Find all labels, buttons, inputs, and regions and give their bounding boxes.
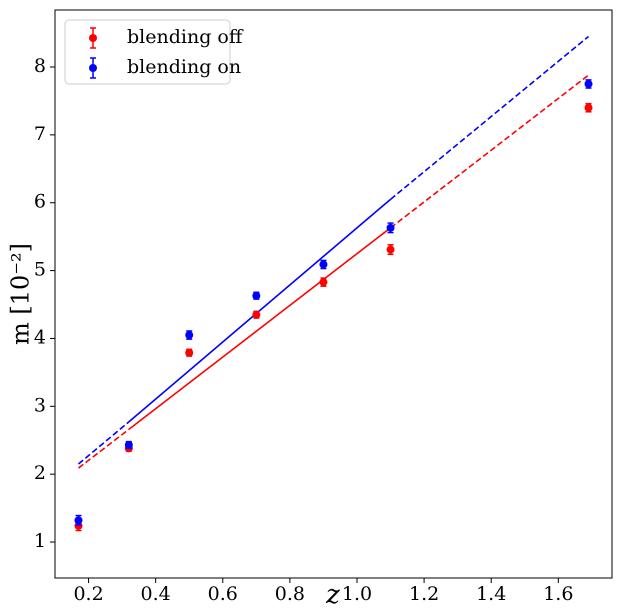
- y-axis-label: m [10⁻²]: [7, 243, 35, 345]
- x-axis-label: z: [325, 580, 340, 610]
- legend-label: blending on: [127, 56, 241, 78]
- x-tick-label: 1.6: [543, 583, 573, 605]
- point: [185, 349, 193, 357]
- x-tick-label: 0.4: [141, 583, 171, 605]
- point: [319, 278, 327, 286]
- fit-line: [78, 422, 128, 464]
- point: [387, 246, 395, 254]
- y-tick-label: 5: [34, 259, 46, 281]
- y-tick-label: 1: [34, 530, 46, 552]
- x-tick-label: 1.0: [342, 583, 372, 605]
- fit-line: [129, 199, 391, 422]
- point: [252, 292, 260, 300]
- fit-line: [391, 36, 589, 199]
- x-tick-label: 0.6: [208, 583, 238, 605]
- fit-line: [391, 75, 589, 228]
- legend-marker: [89, 34, 97, 42]
- x-tick-label: 1.2: [409, 583, 439, 605]
- legend-label: blending off: [127, 26, 244, 48]
- point: [585, 104, 593, 112]
- x-tick-label: 1.4: [476, 583, 506, 605]
- point: [319, 260, 327, 268]
- y-tick-label: 2: [34, 462, 46, 484]
- legend-marker: [89, 64, 97, 72]
- y-tick-label: 3: [34, 394, 46, 416]
- y-tick-label: 4: [34, 326, 46, 348]
- point: [252, 311, 260, 319]
- point: [185, 331, 193, 339]
- x-tick-label: 0.2: [73, 583, 103, 605]
- fit-line: [78, 429, 128, 468]
- fit-line: [129, 228, 391, 430]
- point: [585, 80, 593, 88]
- y-tick-label: 6: [34, 191, 46, 213]
- x-tick-label: 0.8: [275, 583, 305, 605]
- plot-frame: [55, 10, 612, 578]
- point: [74, 516, 82, 524]
- y-tick-label: 7: [34, 123, 46, 145]
- point: [125, 441, 133, 449]
- y-tick-label: 8: [34, 55, 46, 77]
- point: [387, 224, 395, 232]
